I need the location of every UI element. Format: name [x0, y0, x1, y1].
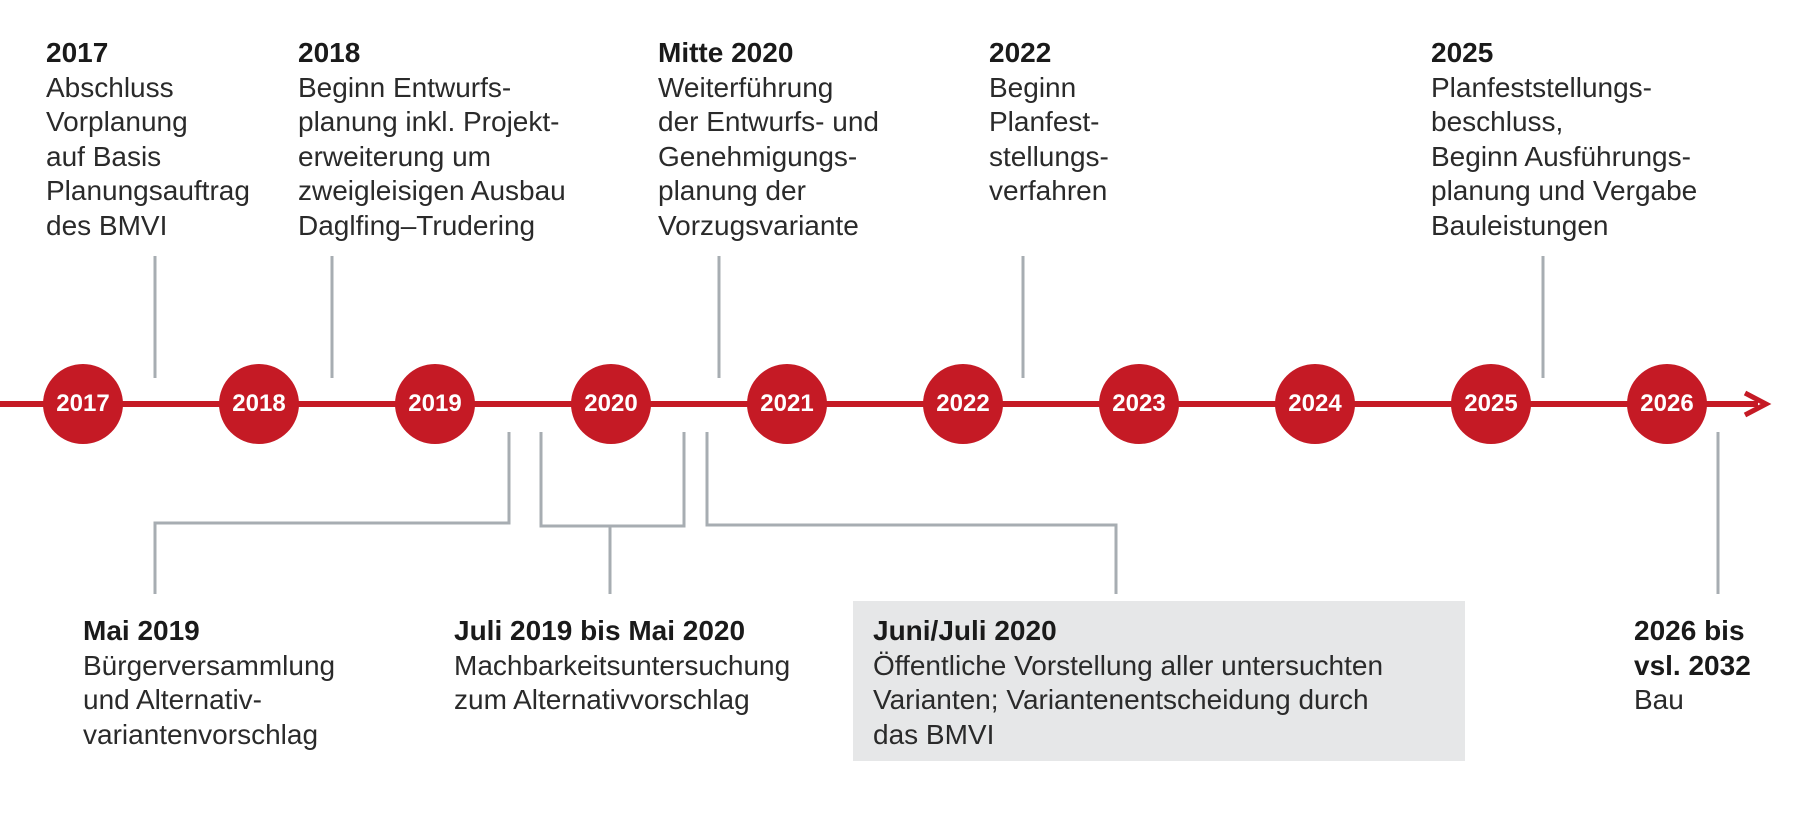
event-text: Abschluss Vorplanung auf Basis Planungsa… [46, 71, 250, 241]
event-heading: Mitte 2020 [658, 37, 794, 68]
event-text: Öffentliche Vorstellung aller untersucht… [873, 649, 1384, 750]
year-circle-2024: 2024 [1275, 364, 1355, 444]
year-circle-2021: 2021 [747, 364, 827, 444]
event-heading: 2018 [298, 37, 361, 68]
year-circle-2017: 2017 [43, 364, 123, 444]
year-circle-2018: 2018 [219, 364, 299, 444]
event-heading: Mai 2019 [83, 615, 200, 646]
year-circle-2019: 2019 [395, 364, 475, 444]
year-circle-2022: 2022 [923, 364, 1003, 444]
event-juni-juli-2020: Juni/Juli 2020 Öffentliche Vorstellung a… [873, 614, 1383, 752]
event-2018: 2018 Beginn Entwurfs- planung inkl. Proj… [298, 36, 566, 243]
event-2026-bis-2032: 2026 bis vsl. 2032 Bau [1634, 614, 1751, 718]
event-juli-2019-bis-mai-2020: Juli 2019 bis Mai 2020 Machbarkeitsunter… [454, 614, 790, 718]
event-2022: 2022 Beginn Planfest- stellungs- verfahr… [989, 36, 1109, 209]
event-text: Beginn Planfest- stellungs- verfahren [989, 71, 1109, 207]
connector-bottom-juli-2019 [539, 432, 686, 528]
event-heading: 2025 [1431, 37, 1494, 68]
event-heading: 2026 bis vsl. 2032 [1634, 615, 1751, 681]
event-2017: 2017 Abschluss Vorplanung auf Basis Plan… [46, 36, 250, 243]
connector-bottom-juni-juli-2020 [705, 432, 1118, 594]
highlight-box [853, 601, 1465, 761]
year-circle-2025: 2025 [1451, 364, 1531, 444]
event-text: Bau [1634, 684, 1684, 715]
timeline-arrowhead [1743, 390, 1772, 418]
event-mai-2019: Mai 2019 Bürgerversammlung und Alternati… [83, 614, 335, 752]
year-circle-2020: 2020 [571, 364, 651, 444]
event-text: Planfeststellungs- beschluss, Beginn Aus… [1431, 71, 1698, 241]
event-heading: Juli 2019 bis Mai 2020 [454, 615, 746, 646]
event-text: Weiterführung der Entwurfs- und Genehmig… [658, 71, 879, 241]
event-heading: 2017 [46, 37, 109, 68]
event-heading: 2022 [989, 37, 1052, 68]
event-text: Beginn Entwurfs- planung inkl. Projekt- … [298, 71, 566, 241]
event-heading: Juni/Juli 2020 [873, 615, 1057, 646]
connector-bottom-mai-2019 [153, 432, 511, 594]
event-mitte-2020: Mitte 2020 Weiterführung der Entwurfs- u… [658, 36, 879, 243]
year-circle-2026: 2026 [1627, 364, 1707, 444]
event-2025: 2025 Planfeststellungs- beschluss, Begin… [1431, 36, 1697, 243]
event-text: Machbarkeitsuntersuchung zum Alternativv… [454, 649, 791, 716]
year-circle-2023: 2023 [1099, 364, 1179, 444]
event-text: Bürgerversammlung und Alternativ- varian… [83, 649, 336, 750]
